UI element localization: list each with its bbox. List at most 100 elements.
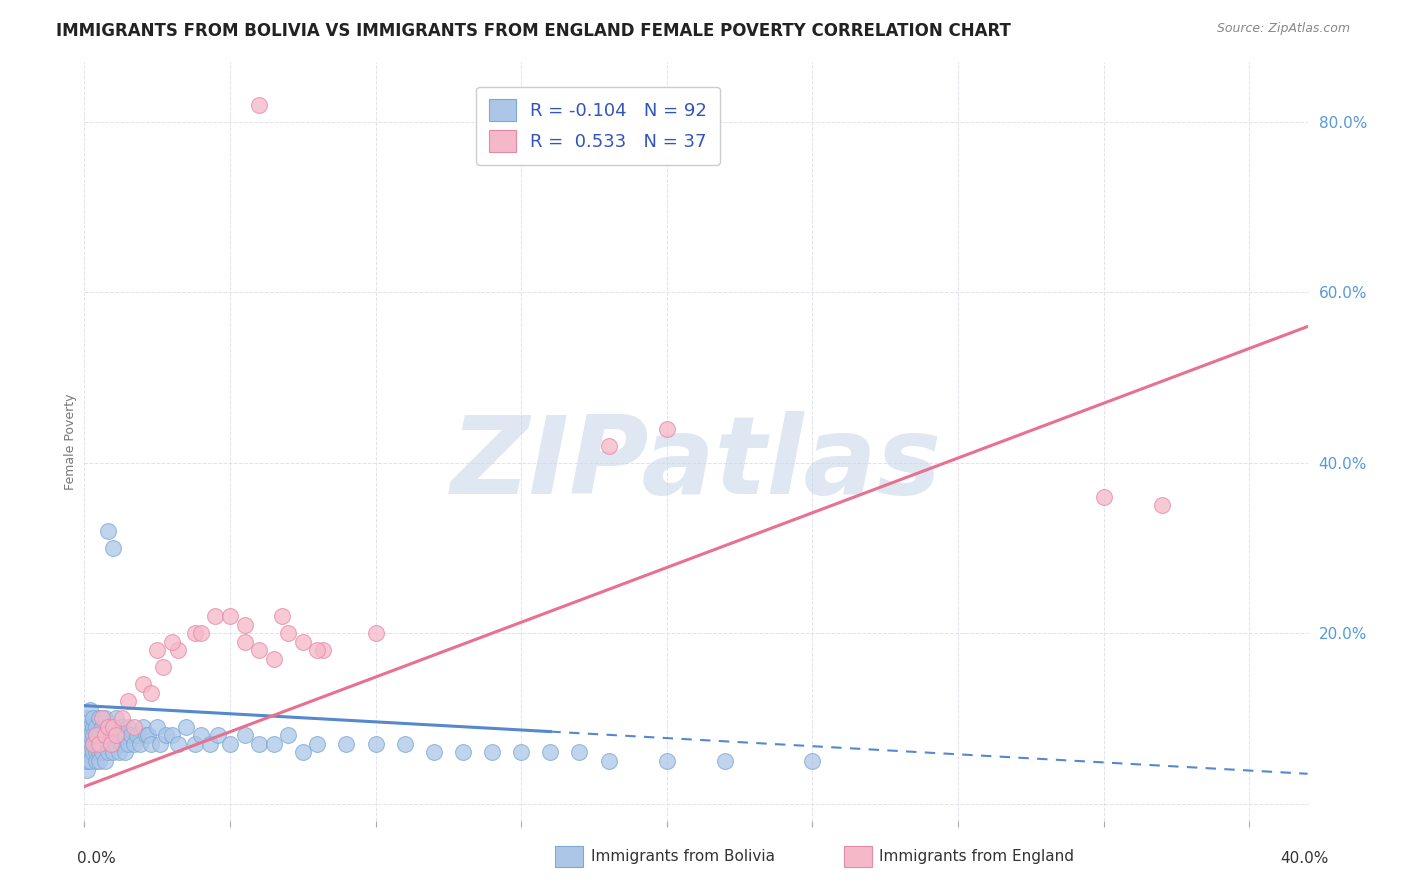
Point — [76, 737, 98, 751]
Point — [291, 634, 314, 648]
Point — [93, 728, 115, 742]
Point — [103, 720, 125, 734]
Point — [87, 728, 110, 742]
Point — [90, 746, 112, 760]
Point — [97, 720, 120, 734]
Point — [263, 652, 285, 666]
Point — [312, 643, 335, 657]
Point — [76, 754, 98, 768]
Point — [277, 626, 299, 640]
Legend: R = -0.104   N = 92, R =  0.533   N = 37: R = -0.104 N = 92, R = 0.533 N = 37 — [477, 87, 720, 165]
Point — [451, 746, 474, 760]
Point — [160, 634, 183, 648]
Point — [263, 737, 285, 751]
Point — [82, 746, 104, 760]
Point — [105, 737, 128, 751]
Point — [247, 643, 270, 657]
Point — [307, 737, 329, 751]
Point — [152, 660, 174, 674]
Point — [97, 737, 120, 751]
Point — [97, 746, 120, 760]
Text: ZIPatlas: ZIPatlas — [450, 411, 942, 517]
Point — [79, 746, 101, 760]
Text: IMMIGRANTS FROM BOLIVIA VS IMMIGRANTS FROM ENGLAND FEMALE POVERTY CORRELATION CH: IMMIGRANTS FROM BOLIVIA VS IMMIGRANTS FR… — [56, 22, 1011, 40]
Point — [87, 754, 110, 768]
Point — [138, 728, 160, 742]
Point — [364, 737, 387, 751]
Point — [100, 728, 122, 742]
Point — [108, 728, 131, 742]
Text: 0.0%: 0.0% — [77, 851, 117, 865]
Point — [79, 703, 101, 717]
Point — [76, 720, 98, 734]
Point — [76, 746, 98, 760]
Point — [84, 728, 107, 742]
Point — [111, 711, 134, 725]
Point — [103, 541, 125, 555]
Point — [233, 617, 256, 632]
Point — [82, 737, 104, 751]
Point — [141, 737, 163, 751]
Point — [198, 737, 221, 751]
Point — [103, 728, 125, 742]
Point — [82, 737, 104, 751]
Point — [117, 737, 139, 751]
Point — [271, 609, 294, 624]
Point — [1150, 499, 1173, 513]
Point — [122, 737, 145, 751]
Point — [114, 728, 136, 742]
Point — [247, 737, 270, 751]
Point — [801, 754, 824, 768]
Point — [233, 728, 256, 742]
Point — [93, 711, 115, 725]
Point — [190, 728, 212, 742]
Point — [128, 737, 150, 751]
Point — [93, 728, 115, 742]
Point — [84, 746, 107, 760]
Point — [79, 728, 101, 742]
Point — [100, 737, 122, 751]
Point — [481, 746, 503, 760]
Point — [90, 737, 112, 751]
Point — [277, 728, 299, 742]
Point — [141, 686, 163, 700]
Point — [146, 720, 169, 734]
Point — [510, 746, 533, 760]
Point — [598, 754, 620, 768]
Point — [79, 737, 101, 751]
Point — [655, 754, 678, 768]
Point — [207, 728, 229, 742]
Point — [82, 711, 104, 725]
Point — [87, 737, 110, 751]
Point — [233, 634, 256, 648]
Point — [204, 609, 226, 624]
Point — [335, 737, 357, 751]
Point — [714, 754, 737, 768]
Point — [1092, 490, 1115, 504]
Point — [131, 677, 153, 691]
Point — [155, 728, 177, 742]
Point — [190, 626, 212, 640]
Point — [82, 720, 104, 734]
Point — [97, 524, 120, 538]
Point — [538, 746, 561, 760]
Point — [149, 737, 172, 751]
Point — [93, 754, 115, 768]
Point — [307, 643, 329, 657]
Text: Immigrants from England: Immigrants from England — [879, 849, 1074, 863]
Point — [568, 746, 591, 760]
Point — [120, 728, 142, 742]
Point — [122, 720, 145, 734]
Point — [394, 737, 416, 751]
Point — [117, 720, 139, 734]
Point — [655, 422, 678, 436]
Point — [97, 720, 120, 734]
Point — [166, 737, 188, 751]
Point — [166, 643, 188, 657]
Point — [84, 737, 107, 751]
Point — [103, 746, 125, 760]
Point — [84, 720, 107, 734]
Point — [87, 746, 110, 760]
Point — [111, 720, 134, 734]
Point — [125, 728, 148, 742]
